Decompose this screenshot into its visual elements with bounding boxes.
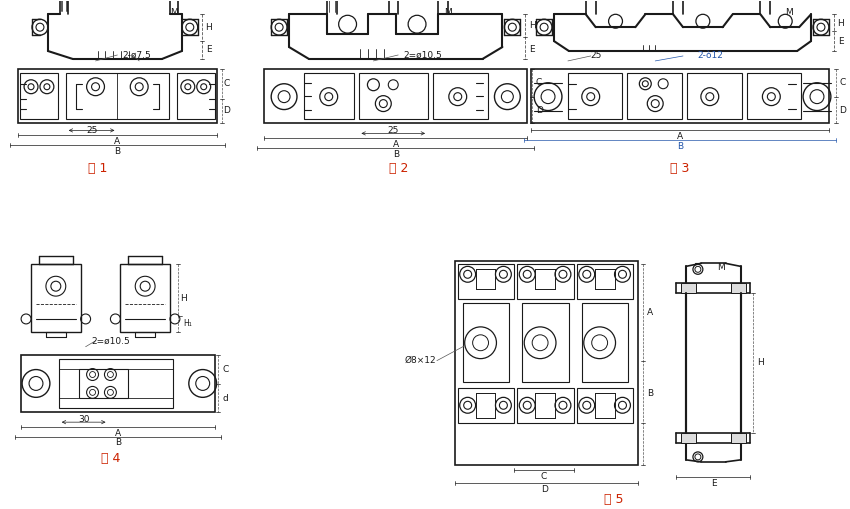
Text: B: B	[677, 142, 683, 151]
Text: B: B	[647, 389, 654, 398]
Text: D: D	[839, 106, 847, 115]
Text: 图 5: 图 5	[604, 493, 623, 506]
Bar	[458, 264, 514, 299]
Bar	[65, 73, 169, 120]
Text: C: C	[224, 79, 230, 88]
Text: A: A	[394, 140, 399, 149]
Text: d: d	[223, 394, 229, 403]
Text: B: B	[394, 150, 399, 159]
Text: H: H	[529, 21, 536, 30]
Bar	[79, 369, 128, 399]
Bar	[462, 303, 509, 382]
Text: M: M	[170, 8, 178, 17]
Text: A: A	[647, 308, 654, 318]
Text: H₁: H₁	[184, 320, 192, 328]
Bar	[577, 264, 633, 299]
Text: Ø8×12: Ø8×12	[405, 356, 436, 365]
Text: B: B	[116, 438, 122, 447]
Bar	[433, 73, 488, 120]
Text: M: M	[717, 263, 724, 272]
Bar	[18, 69, 217, 124]
Text: H: H	[757, 358, 764, 367]
Bar	[455, 262, 638, 465]
Bar	[522, 303, 569, 382]
Bar	[264, 69, 527, 124]
Bar	[681, 283, 696, 293]
Text: 图 3: 图 3	[671, 161, 689, 175]
Text: C: C	[536, 78, 542, 87]
Bar	[581, 303, 628, 382]
Bar	[20, 73, 58, 120]
Bar	[731, 283, 745, 293]
Bar	[681, 433, 696, 443]
Bar	[627, 73, 682, 120]
Text: C: C	[840, 78, 846, 87]
Text: 25: 25	[590, 51, 601, 61]
Text: 25: 25	[388, 126, 399, 135]
Text: C: C	[223, 365, 229, 374]
Text: 30: 30	[78, 415, 89, 423]
Text: 25: 25	[86, 126, 97, 135]
Bar	[121, 264, 170, 332]
Bar	[59, 359, 173, 408]
Text: H: H	[180, 294, 187, 303]
Bar	[458, 388, 514, 423]
Bar	[746, 73, 801, 120]
Text: H: H	[837, 19, 844, 27]
Bar	[177, 73, 214, 120]
Bar	[31, 264, 81, 332]
Bar	[531, 69, 829, 124]
Text: A: A	[677, 132, 683, 141]
Bar	[518, 264, 574, 299]
Text: C: C	[541, 472, 547, 481]
Text: H: H	[206, 23, 212, 32]
Text: 2=ø10.5: 2=ø10.5	[91, 336, 130, 345]
Text: E: E	[530, 44, 535, 53]
Text: M: M	[785, 8, 793, 17]
Text: A: A	[114, 137, 121, 146]
Bar	[687, 73, 741, 120]
Text: E: E	[711, 479, 717, 488]
Bar	[304, 73, 354, 120]
Text: B: B	[114, 147, 121, 156]
Text: 图 4: 图 4	[101, 453, 120, 465]
Text: 2=ø10.5: 2=ø10.5	[404, 50, 442, 60]
Text: M: M	[444, 8, 451, 17]
Text: D: D	[541, 485, 547, 494]
Text: D: D	[223, 106, 230, 115]
Bar	[21, 355, 214, 412]
Bar	[731, 433, 745, 443]
Text: E: E	[838, 37, 843, 46]
Bar	[577, 388, 633, 423]
Text: 图 1: 图 1	[88, 161, 107, 175]
Bar	[568, 73, 622, 120]
Text: D: D	[536, 106, 542, 115]
Text: E: E	[206, 44, 212, 53]
Text: 图 2: 图 2	[388, 161, 408, 175]
Text: A: A	[116, 429, 122, 438]
Text: 2-ò12: 2-ò12	[697, 51, 722, 61]
Text: 2-ø7.5: 2-ø7.5	[123, 50, 151, 60]
Bar	[359, 73, 428, 120]
Bar	[518, 388, 574, 423]
